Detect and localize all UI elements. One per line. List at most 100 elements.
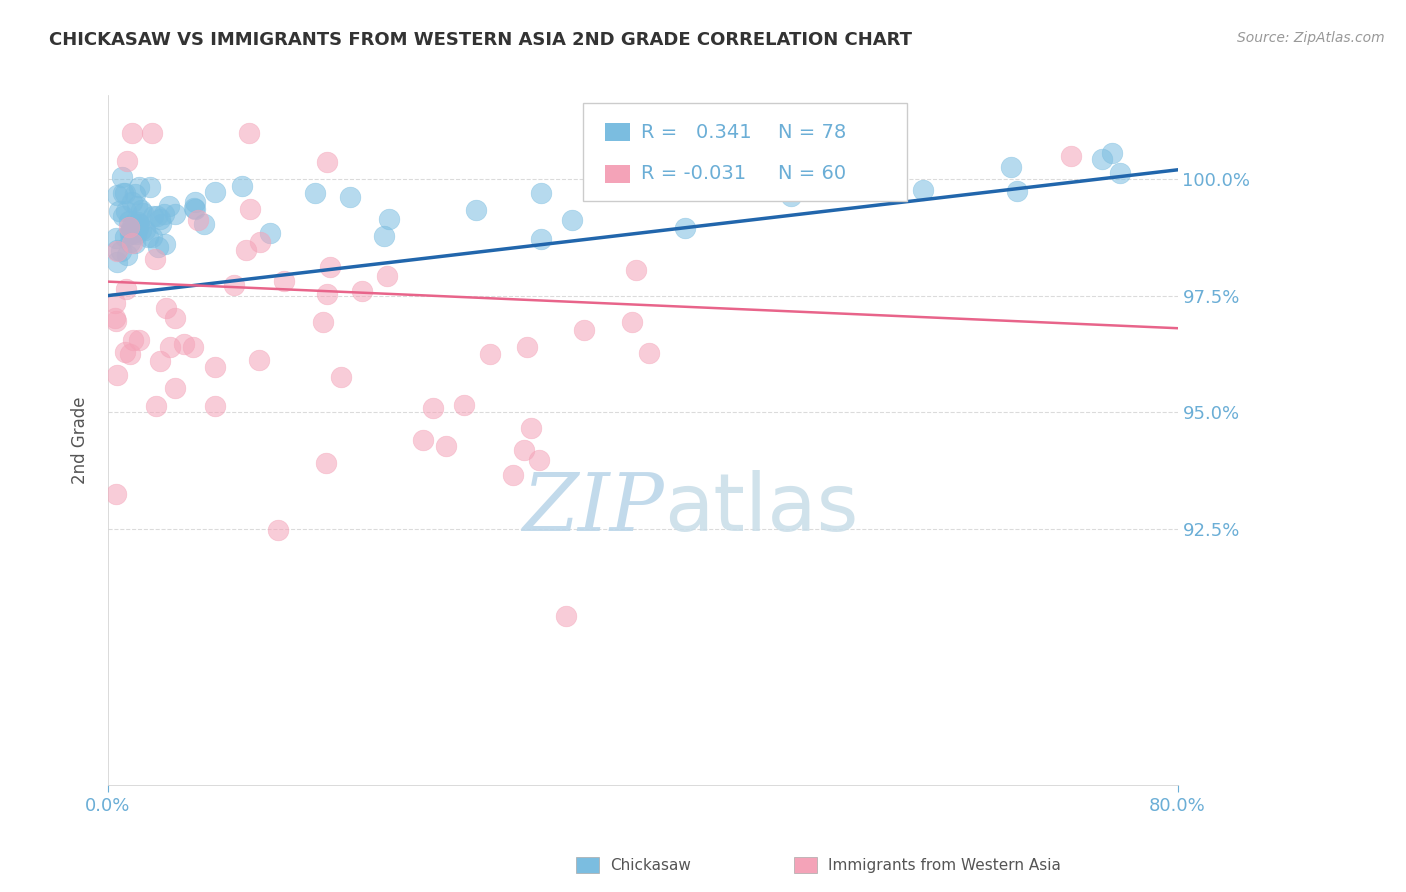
- Point: [112, 186, 135, 200]
- Point: [115, 203, 138, 218]
- Point: [720, 181, 742, 195]
- Point: [1101, 145, 1123, 160]
- Point: [114, 186, 136, 201]
- Point: [315, 456, 337, 470]
- Point: [139, 180, 162, 194]
- Point: [1091, 152, 1114, 166]
- Point: [231, 178, 253, 193]
- Point: [352, 284, 374, 298]
- Point: [315, 155, 337, 169]
- Point: [129, 222, 152, 236]
- Point: [105, 243, 128, 257]
- Point: [118, 235, 141, 250]
- Text: Chickasaw: Chickasaw: [610, 858, 692, 872]
- Point: [316, 286, 339, 301]
- Point: [527, 452, 550, 467]
- Point: [146, 240, 169, 254]
- Point: [121, 225, 143, 239]
- Point: [422, 401, 444, 416]
- Text: R = -0.031: R = -0.031: [641, 164, 747, 184]
- Point: [184, 194, 207, 209]
- Point: [121, 195, 143, 210]
- Point: [155, 301, 177, 315]
- Point: [247, 353, 270, 368]
- Text: atlas: atlas: [664, 470, 859, 548]
- Point: [204, 185, 226, 199]
- Point: [115, 154, 138, 169]
- Point: [149, 354, 172, 368]
- Point: [145, 399, 167, 413]
- Point: [122, 226, 145, 240]
- Point: [105, 255, 128, 269]
- Point: [127, 221, 149, 235]
- Text: N = 78: N = 78: [778, 122, 846, 142]
- Point: [181, 340, 204, 354]
- Point: [163, 381, 186, 395]
- Text: R =   0.341: R = 0.341: [641, 122, 752, 142]
- Point: [142, 209, 165, 223]
- Point: [193, 217, 215, 231]
- Point: [165, 207, 187, 221]
- Point: [184, 202, 207, 216]
- Point: [104, 487, 127, 501]
- Point: [204, 399, 226, 413]
- Point: [124, 236, 146, 251]
- Point: [136, 229, 159, 244]
- Point: [224, 278, 246, 293]
- Point: [780, 189, 803, 203]
- Point: [108, 203, 131, 218]
- Point: [239, 202, 262, 216]
- Text: ZIP: ZIP: [523, 470, 664, 548]
- Point: [163, 310, 186, 325]
- Point: [883, 167, 905, 181]
- Point: [155, 237, 177, 252]
- Point: [513, 442, 536, 457]
- Point: [1059, 149, 1081, 163]
- Point: [104, 230, 127, 244]
- Point: [249, 235, 271, 250]
- Point: [520, 421, 543, 435]
- Point: [561, 213, 583, 227]
- Point: [464, 203, 486, 218]
- Point: [319, 260, 342, 275]
- Point: [122, 223, 145, 237]
- Point: [134, 222, 156, 236]
- Point: [105, 188, 128, 202]
- Point: [159, 340, 181, 354]
- Point: [1109, 166, 1132, 180]
- Point: [187, 212, 209, 227]
- Text: Source: ZipAtlas.com: Source: ZipAtlas.com: [1237, 31, 1385, 45]
- Text: Immigrants from Western Asia: Immigrants from Western Asia: [828, 858, 1062, 872]
- Point: [665, 175, 688, 189]
- Point: [150, 217, 173, 231]
- Point: [516, 340, 538, 354]
- Point: [204, 360, 226, 375]
- Point: [110, 244, 132, 258]
- Point: [129, 202, 152, 217]
- Point: [378, 212, 401, 227]
- Point: [638, 345, 661, 359]
- Point: [502, 468, 524, 483]
- Point: [146, 210, 169, 224]
- Point: [686, 171, 709, 186]
- Point: [377, 268, 399, 283]
- Point: [105, 314, 128, 328]
- Point: [621, 315, 644, 329]
- Point: [124, 187, 146, 202]
- Point: [152, 207, 174, 221]
- Point: [141, 126, 163, 140]
- Point: [304, 186, 326, 200]
- Point: [149, 211, 172, 226]
- Point: [859, 163, 882, 178]
- Point: [120, 347, 142, 361]
- Point: [530, 186, 553, 200]
- Point: [120, 227, 142, 241]
- Text: N = 60: N = 60: [778, 164, 845, 184]
- Point: [673, 221, 696, 235]
- Point: [143, 252, 166, 266]
- Point: [329, 369, 352, 384]
- Point: [141, 230, 163, 244]
- Point: [238, 126, 260, 140]
- Point: [114, 229, 136, 244]
- Point: [436, 439, 458, 453]
